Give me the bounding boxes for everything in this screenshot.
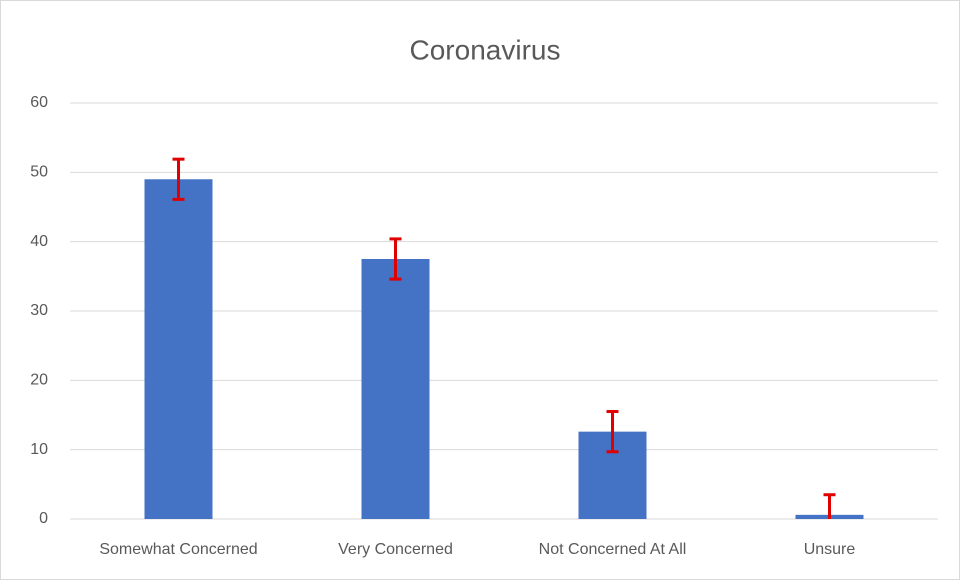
chart-title: Coronavirus bbox=[410, 34, 561, 65]
y-tick-label: 40 bbox=[30, 233, 48, 250]
y-tick-label: 30 bbox=[30, 302, 48, 319]
error-bar bbox=[172, 157, 185, 201]
bar bbox=[361, 259, 430, 519]
error-bar bbox=[389, 237, 402, 281]
x-tick-label: Somewhat Concerned bbox=[99, 541, 257, 558]
y-tick-label: 20 bbox=[30, 372, 48, 389]
y-tick-label: 60 bbox=[30, 94, 48, 111]
bar bbox=[144, 179, 213, 519]
error-bars bbox=[172, 157, 836, 519]
error-bar bbox=[606, 410, 619, 454]
y-tick-label: 0 bbox=[39, 510, 48, 527]
x-tick-label: Not Concerned At All bbox=[539, 541, 687, 558]
y-tick-label: 10 bbox=[30, 441, 48, 458]
y-tick-label: 50 bbox=[30, 164, 48, 181]
error-bar bbox=[823, 493, 836, 519]
x-tick-label: Unsure bbox=[804, 541, 856, 558]
x-tick-label: Very Concerned bbox=[338, 541, 453, 558]
